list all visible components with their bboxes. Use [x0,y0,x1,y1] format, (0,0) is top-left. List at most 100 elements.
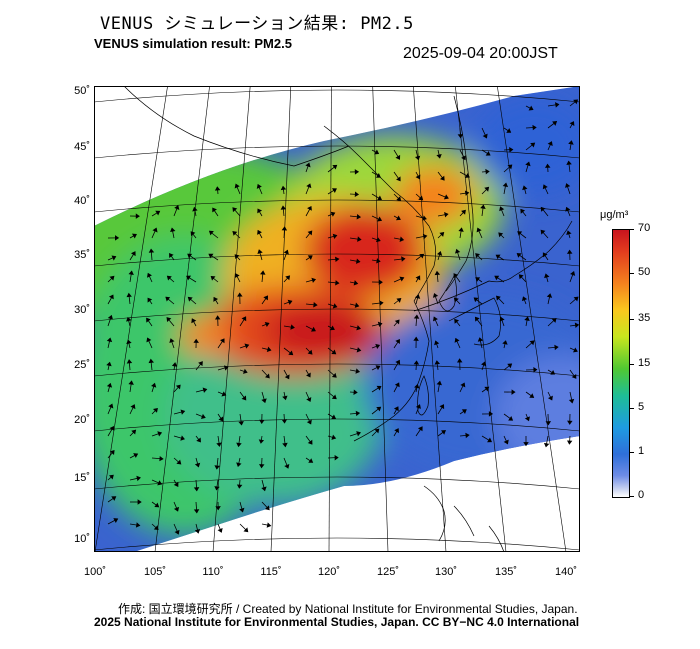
wind-arrowhead [186,275,192,281]
wind-arrowhead [151,382,157,388]
wind-arrowhead [356,347,362,353]
wind-arrowhead [503,439,509,445]
wind-arrowhead [113,518,119,523]
wind-arrowhead [502,182,509,188]
wind-arrowhead [436,153,442,159]
wind-arrowhead [567,420,573,425]
wind-arrowhead [529,393,535,398]
wind-arrowhead [375,236,381,243]
wind-arrowhead [190,231,196,237]
wind-arrowhead [244,343,250,349]
wind-vectors [106,99,580,535]
wind-arrowhead [331,394,337,400]
coastlines [123,86,573,552]
wind-arrowhead [332,164,338,170]
wind-arrowhead [174,529,180,535]
wind-arrowhead [356,325,361,331]
wind-arrowhead [487,437,493,443]
parallel-line [94,363,580,377]
lat-tick-label: 45˚ [74,141,90,153]
wind-arrowhead [234,273,240,278]
timestamp: 2025-09-04 20:00JST [403,45,558,62]
wind-arrowhead [546,293,553,298]
pm25-map[interactable] [94,86,580,552]
wind-arrowhead [374,149,380,155]
wind-arrowhead [280,205,287,210]
wind-arrowhead [106,337,113,343]
wind-arrowhead [232,231,238,236]
lat-tick-label: 40˚ [74,195,90,207]
wind-arrowhead [261,398,267,404]
wind-arrowhead [306,372,311,378]
wind-arrowhead [499,316,505,322]
wind-arrowhead [261,486,267,492]
wind-arrowhead [216,442,222,447]
wind-arrowhead [547,395,553,401]
wind-arrowhead [208,230,214,236]
wind-arrowhead [214,315,221,320]
lon-tick-label: 110˚ [202,566,224,578]
wind-arrowhead [282,442,288,448]
wind-arrowhead [180,435,185,441]
wind-arrowhead [106,382,113,388]
wind-arrowhead [280,185,287,191]
wind-arrowhead [213,296,219,302]
wind-arrowhead [413,360,420,365]
wind-arrowhead [484,186,490,192]
wind-arrowhead [432,316,438,322]
colorbar [612,229,630,498]
wind-arrowhead [485,150,491,156]
wind-arrowhead [217,528,223,533]
wind-arrowhead [157,431,163,437]
meridian-line [154,86,210,552]
wind-arrowhead [165,296,171,302]
wind-arrowhead [524,316,530,322]
wind-arrowhead [511,389,516,395]
wind-arrowhead [507,164,513,170]
title-japanese: VENUS シミュレーション結果: PM2.5 [100,14,414,34]
wind-arrowhead [374,428,380,434]
wind-arrowhead [460,382,466,388]
wind-arrowhead [210,275,216,281]
wind-arrowhead [573,99,579,105]
wind-arrowhead [573,347,578,353]
lat-tick-label: 35˚ [74,249,90,261]
wind-arrowhead [453,297,459,303]
wind-arrowhead [395,154,401,160]
colorbar-tick [629,452,634,453]
wind-arrowhead [524,416,530,422]
wind-arrowhead [434,340,440,346]
wind-arrowhead [377,321,383,328]
wind-arrowhead [263,295,269,301]
wind-arrowhead [396,196,402,202]
wind-arrowhead [568,398,575,404]
wind-arrowhead [540,206,546,212]
wind-arrowhead [414,383,420,389]
wind-arrowhead [473,297,479,303]
wind-arrowhead [443,194,449,200]
wind-arrowhead [554,102,560,108]
wind-arrowhead [285,275,291,281]
wind-arrowhead [191,318,197,324]
wind-arrowhead [554,344,559,351]
wind-arrowhead [202,387,208,393]
colorbar-level-label: 1 [638,445,645,457]
wind-arrowhead [166,275,172,281]
wind-arrowhead [281,419,288,424]
wind-arrowhead [131,233,137,239]
lon-tick-label: 140˚ [554,566,578,578]
colorbar-tick [629,319,634,320]
graticule [94,86,580,552]
wind-arrowhead [395,338,400,344]
wind-arrowhead [170,227,176,233]
wind-arrowhead [128,380,134,385]
colorbar-tick [629,229,634,230]
wind-arrowhead [354,169,360,175]
wind-arrowhead [542,184,548,190]
wind-arrowhead [109,275,115,281]
wind-arrowhead [395,215,401,221]
wind-arrowhead [128,270,134,276]
wind-arrowhead [241,316,247,322]
wind-arrowhead [166,317,172,322]
wind-arrowhead [214,465,220,470]
